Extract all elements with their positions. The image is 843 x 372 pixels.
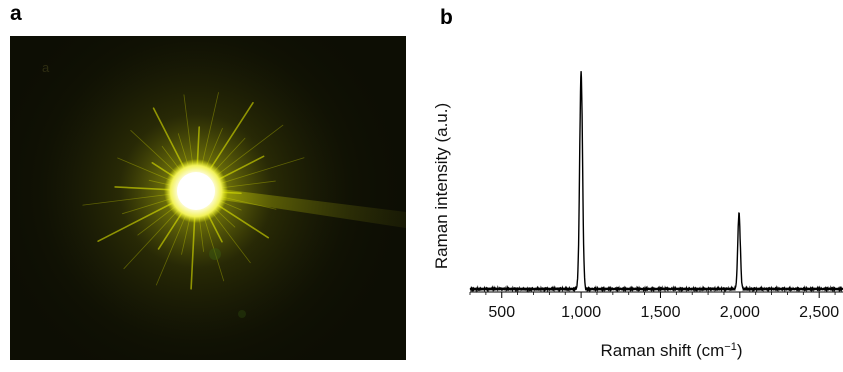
x-tick-label: 2,500 [799,304,839,321]
x-tick-label: 1,000 [561,304,601,321]
x-axis-label-end: ) [737,341,743,360]
x-tick-label: 500 [488,304,515,321]
y-axis-label: Raman intensity (a.u.) [432,103,451,269]
panel-label-b: b [440,6,453,29]
x-tick-label: 1,500 [640,304,680,321]
raman-spectrum-chart: 500 1,000 1,500 2,000 2,500 Raman intensity … [432,71,843,360]
x-axis-label: Raman shift (cm−1) [601,341,743,360]
spectrum-line [469,71,843,293]
panel-label-a: a [10,2,22,25]
x-axis-label-sup: −1 [724,341,737,353]
x-axis-ticks: 500 1,000 1,500 2,000 2,500 [469,292,839,321]
x-tick-label: 2,000 [720,304,760,321]
photo-inset-label: a [42,60,50,75]
glowing-light-photo: a [10,36,406,360]
x-axis-label-text: Raman shift (cm [601,341,725,360]
light-glow-image [10,36,406,360]
